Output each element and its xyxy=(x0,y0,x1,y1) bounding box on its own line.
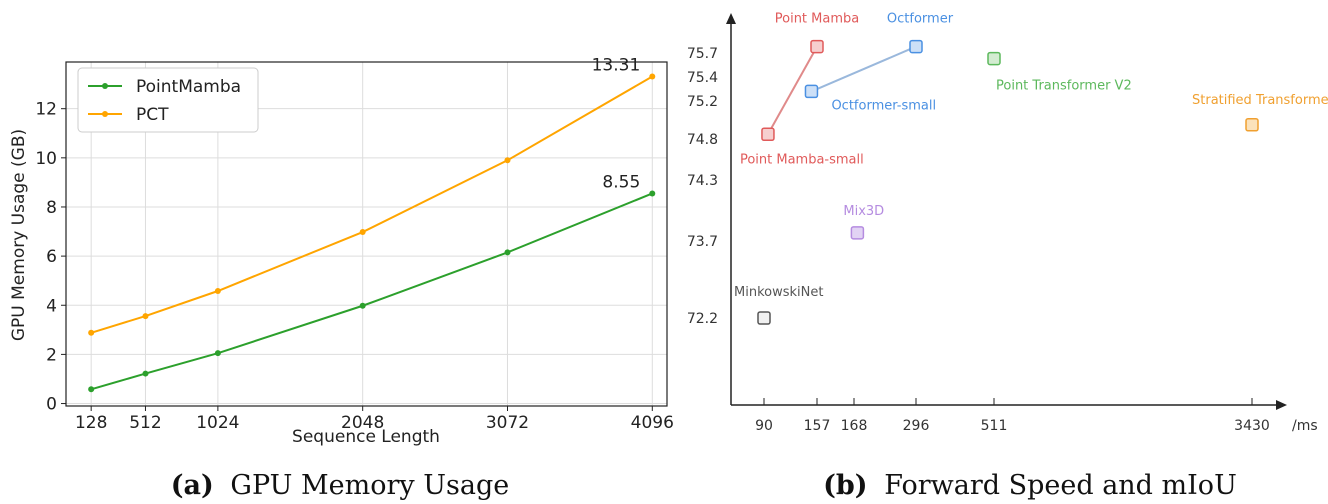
caption-a-text: GPU Memory Usage xyxy=(230,470,509,501)
connection-point-mamba-small xyxy=(767,46,818,135)
y-tick-label: 75.2 xyxy=(687,94,718,110)
y-tick-label: 74.3 xyxy=(687,173,718,189)
point-marker-octformer-small xyxy=(804,84,819,99)
x-axis-ticks: 128 512 1024 2048 3072 4096 xyxy=(75,406,674,433)
legend-label-pct: PCT xyxy=(136,105,169,125)
y-tick-label: 10 xyxy=(35,149,57,169)
data-point-pointmamba xyxy=(88,386,95,393)
data-point-pct xyxy=(359,229,366,236)
plot-frame xyxy=(65,61,668,407)
series-group: 8.55 13.31 xyxy=(88,55,656,393)
caption-a: (a) GPU Memory Usage xyxy=(171,470,509,501)
y-tick-label: 2 xyxy=(46,345,57,365)
grid-lines xyxy=(66,62,667,406)
data-point-pct xyxy=(649,73,656,80)
y-tick-label: 0 xyxy=(46,395,57,415)
legend-marker-pointmamba xyxy=(102,83,108,89)
end-label-pointmamba: 8.55 xyxy=(602,172,640,192)
point-marker-point-mamba-small xyxy=(761,127,775,141)
gpu-memory-chart: 0 2 4 6 8 10 12 128 512 1024 2048 3072 4096 8.55 13.… xyxy=(9,55,674,501)
series-line-pct xyxy=(90,75,653,334)
point-label-octformer: Octformer xyxy=(887,12,954,27)
y-tick-label: 72.2 xyxy=(687,311,718,327)
x-tick-label: 128 xyxy=(75,413,107,433)
data-point-pointmamba xyxy=(142,370,149,377)
point-label-minkowskinet: MinkowskiNet xyxy=(734,285,823,300)
x-tick-label: 168 xyxy=(841,418,868,434)
legend-box xyxy=(77,67,259,133)
data-point-pointmamba xyxy=(649,190,656,197)
data-point-pointmamba xyxy=(214,350,221,357)
x-tick-label: 511 xyxy=(981,418,1008,434)
x-axis-title: Sequence Length xyxy=(292,427,440,447)
connections xyxy=(767,45,917,135)
y-axis-ticks: 75.7 75.4 75.2 74.8 74.3 73.7 72.2 xyxy=(687,46,718,327)
caption-a-label: (a) xyxy=(171,470,214,501)
legend: PointMamba PCT xyxy=(77,67,259,133)
y-tick-label: 4 xyxy=(46,296,57,316)
speed-miou-chart: 75.7 75.4 75.2 74.8 74.3 73.7 72.2 90 157 168 296… xyxy=(687,12,1328,501)
data-point-pct xyxy=(504,157,511,164)
end-label-pct: 13.31 xyxy=(592,55,641,75)
legend-marker-pct xyxy=(102,111,108,117)
point-label-mix3d: Mix3D xyxy=(843,204,884,219)
x-tick-label: 3430 xyxy=(1234,418,1270,434)
y-tick-label: 8 xyxy=(46,198,57,218)
y-axis-ticks: 0 2 4 6 8 10 12 xyxy=(35,100,66,415)
data-point-pointmamba xyxy=(359,302,366,309)
data-point-pct xyxy=(142,313,149,320)
y-tick-label: 12 xyxy=(35,100,57,120)
y-axis-arrow-icon xyxy=(726,13,736,24)
x-tick-label: 90 xyxy=(755,418,773,434)
x-tick-label: 3072 xyxy=(486,413,529,433)
y-tick-label: 74.8 xyxy=(687,132,718,148)
x-tick-label: 157 xyxy=(804,418,831,434)
data-point-pointmamba xyxy=(504,249,511,256)
point-marker-minkowskinet xyxy=(757,311,771,325)
x-tick-label: 2048 xyxy=(341,413,384,433)
x-axis-ticks: 90 157 168 296 511 3430 xyxy=(755,398,1270,434)
x-tick-label: 512 xyxy=(129,413,161,433)
legend-label-pointmamba: PointMamba xyxy=(136,77,241,97)
points: Point Mamba Octformer Point Transformer V2… xyxy=(734,12,1328,325)
point-marker-stratified-transformer xyxy=(1245,118,1259,132)
data-point-pct xyxy=(88,329,95,336)
data-point-pct xyxy=(214,288,221,295)
series-line-pointmamba xyxy=(90,192,653,391)
point-marker-mix3d xyxy=(850,226,865,240)
point-marker-octformer xyxy=(909,39,923,54)
point-label-point-mamba: Point Mamba xyxy=(775,12,859,27)
x-tick-label: 1024 xyxy=(196,413,239,433)
caption-b-label: (b) xyxy=(823,470,867,501)
x-tick-label: 296 xyxy=(903,418,930,434)
y-tick-label: 73.7 xyxy=(687,234,718,250)
point-label-point-mamba-small: Point Mamba-small xyxy=(740,152,864,167)
point-label-octformer-small: Octformer-small xyxy=(831,98,936,113)
point-marker-point-mamba xyxy=(810,39,824,54)
y-tick-label: 6 xyxy=(46,247,57,267)
point-label-stratified-transformer: Stratified Transformer xyxy=(1192,93,1328,108)
connection-octformer-small xyxy=(811,45,917,93)
x-axis-arrow-icon xyxy=(1276,400,1287,410)
point-marker-point-transformer-v2 xyxy=(987,51,1001,66)
caption-b-text: Forward Speed and mIoU xyxy=(884,470,1237,501)
y-tick-label: 75.4 xyxy=(687,70,718,86)
x-axis-unit: /ms xyxy=(1292,418,1318,434)
caption-b: (b) Forward Speed and mIoU xyxy=(823,470,1237,501)
y-tick-label: 75.7 xyxy=(687,46,718,62)
point-label-point-transformer-v2: Point Transformer V2 xyxy=(996,79,1132,94)
x-tick-label: 4096 xyxy=(631,413,674,433)
y-axis-title: GPU Memory Usage (GB) xyxy=(9,129,29,341)
